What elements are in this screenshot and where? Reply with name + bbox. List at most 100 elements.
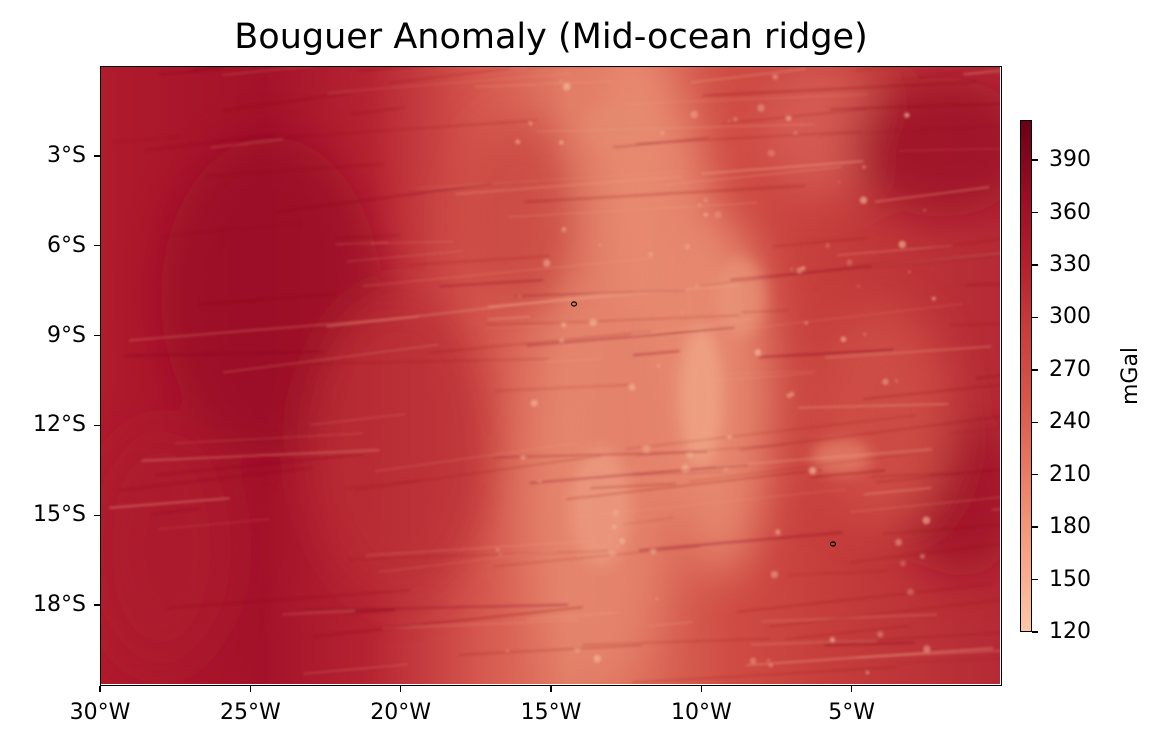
seamount-speck bbox=[560, 338, 564, 342]
seamount-speck bbox=[518, 295, 521, 298]
track-streak bbox=[901, 68, 1000, 81]
heatmap-field bbox=[101, 67, 1000, 684]
seamount-speck bbox=[790, 267, 794, 271]
colorbar-tick-label: 120 bbox=[1049, 619, 1091, 644]
seamount-speck bbox=[686, 452, 693, 459]
x-tick-label: 5°W bbox=[828, 700, 876, 725]
seamount-speck bbox=[728, 119, 731, 122]
seamount-speck bbox=[846, 259, 853, 266]
seamount-speck bbox=[703, 212, 708, 217]
track-streak bbox=[335, 234, 400, 239]
seamount-speck bbox=[863, 332, 867, 336]
y-tick-mark bbox=[94, 514, 100, 517]
seamount-speck bbox=[561, 322, 567, 328]
seamount-speck bbox=[770, 570, 779, 579]
seamount-speck bbox=[681, 464, 690, 472]
colorbar-tick-mark bbox=[1032, 211, 1038, 214]
track-streak bbox=[883, 524, 1000, 535]
track-streak bbox=[850, 543, 1000, 564]
seamount-speck bbox=[772, 74, 779, 80]
track-streak bbox=[625, 93, 869, 106]
seamount-speck bbox=[574, 647, 581, 654]
map-panel[interactable] bbox=[100, 66, 1002, 686]
seamount-speck bbox=[650, 548, 656, 555]
track-streak bbox=[326, 291, 626, 328]
track-streak bbox=[514, 289, 686, 297]
track-streak bbox=[458, 644, 642, 656]
seamount-speck bbox=[593, 654, 602, 663]
seamount-speck bbox=[757, 104, 765, 112]
track-streak bbox=[818, 125, 1000, 136]
track-streak bbox=[118, 467, 313, 491]
track-streak bbox=[282, 610, 355, 616]
track-streak bbox=[545, 357, 602, 363]
colorbar-tick-mark bbox=[1032, 369, 1038, 371]
track-streak bbox=[623, 517, 674, 525]
track-streak bbox=[144, 134, 275, 152]
seamount-speck bbox=[628, 383, 636, 391]
track-streak bbox=[810, 469, 886, 478]
colorbar-tick-label: 390 bbox=[1049, 147, 1091, 173]
seamount-speck bbox=[619, 538, 626, 544]
track-streak bbox=[527, 611, 620, 620]
track-streak bbox=[174, 432, 363, 444]
track-streak bbox=[875, 186, 990, 203]
island-outline-north bbox=[570, 301, 578, 307]
track-streak bbox=[788, 570, 888, 576]
track-streak bbox=[758, 349, 894, 359]
colorbar-tick-label: 330 bbox=[1049, 252, 1091, 278]
seamount-speck bbox=[882, 378, 889, 386]
track-streak bbox=[739, 416, 1000, 451]
colorbar-tick-label: 360 bbox=[1049, 199, 1091, 225]
track-streak bbox=[849, 496, 1000, 513]
track-streak bbox=[625, 414, 917, 450]
y-tick-mark bbox=[94, 244, 100, 247]
seamount-speck bbox=[559, 140, 564, 145]
seamount-speck bbox=[727, 435, 732, 439]
seamount-speck bbox=[660, 130, 665, 136]
track-streak bbox=[632, 350, 680, 357]
track-streak bbox=[717, 448, 933, 468]
colorbar-tick-label: 210 bbox=[1049, 461, 1091, 487]
track-streak bbox=[830, 103, 1000, 110]
seamount-speck bbox=[642, 444, 651, 453]
track-streak bbox=[700, 264, 870, 287]
seamount-speck bbox=[506, 649, 509, 652]
track-streaks bbox=[109, 67, 1000, 683]
x-tick-label: 15°W bbox=[520, 700, 582, 725]
track-streak bbox=[665, 166, 842, 186]
track-streak bbox=[348, 550, 609, 560]
track-streak bbox=[358, 67, 419, 72]
colorbar-tick-mark bbox=[1032, 473, 1038, 476]
track-streak bbox=[798, 403, 949, 409]
track-streak bbox=[508, 202, 758, 218]
track-streak bbox=[210, 138, 283, 149]
seamount-speck bbox=[840, 336, 847, 343]
track-streak bbox=[856, 67, 899, 71]
track-streak bbox=[837, 245, 953, 256]
x-tick-mark bbox=[700, 686, 703, 692]
colorbar-tick-mark bbox=[1032, 631, 1038, 633]
seamount-speck bbox=[496, 548, 500, 552]
seamount-speck bbox=[690, 110, 699, 119]
track-streak bbox=[414, 170, 689, 189]
x-tick-label: 20°W bbox=[370, 700, 432, 725]
track-streak bbox=[377, 550, 558, 573]
seamount-speck bbox=[908, 270, 911, 274]
seamount-speck bbox=[862, 165, 866, 169]
x-tick-label: 25°W bbox=[219, 700, 281, 725]
x-tick-mark bbox=[399, 686, 402, 692]
track-streak bbox=[493, 546, 701, 567]
seamount-speck bbox=[538, 480, 541, 483]
y-tick-label: 15°S bbox=[33, 502, 86, 528]
track-streak bbox=[429, 331, 652, 354]
y-tick-mark bbox=[94, 155, 100, 157]
y-tick-label: 12°S bbox=[33, 412, 86, 438]
seamount-speck bbox=[612, 509, 620, 517]
seamount-speck bbox=[499, 552, 502, 556]
track-streak bbox=[908, 238, 1000, 252]
x-tick-mark bbox=[850, 686, 853, 692]
seamount-speck bbox=[656, 364, 660, 368]
track-streak bbox=[863, 384, 1000, 400]
colorbar-tick-label: 240 bbox=[1049, 409, 1091, 435]
